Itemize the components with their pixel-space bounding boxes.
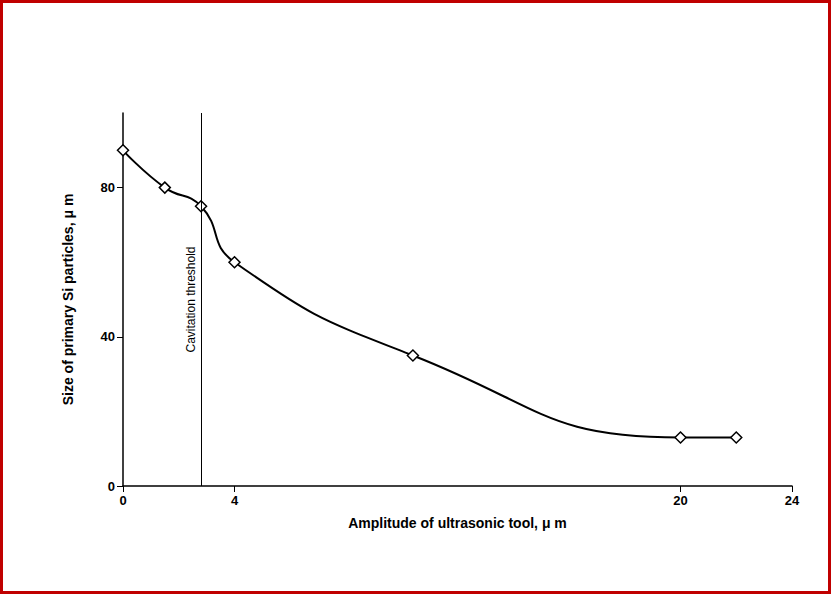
svg-text:80: 80 — [101, 180, 115, 195]
svg-text:4: 4 — [231, 493, 239, 508]
svg-text:Amplitude of ultrasonic tool,: Amplitude of ultrasonic tool, μ m — [348, 515, 567, 531]
svg-text:0: 0 — [108, 479, 115, 494]
svg-text:24: 24 — [785, 493, 800, 508]
svg-text:Cavitation threshold: Cavitation threshold — [184, 246, 198, 352]
svg-text:20: 20 — [673, 493, 687, 508]
svg-text:40: 40 — [101, 329, 115, 344]
svg-text:Size of primary Si particles,: Size of primary Si particles, μ m — [60, 194, 76, 406]
svg-text:0: 0 — [119, 493, 126, 508]
